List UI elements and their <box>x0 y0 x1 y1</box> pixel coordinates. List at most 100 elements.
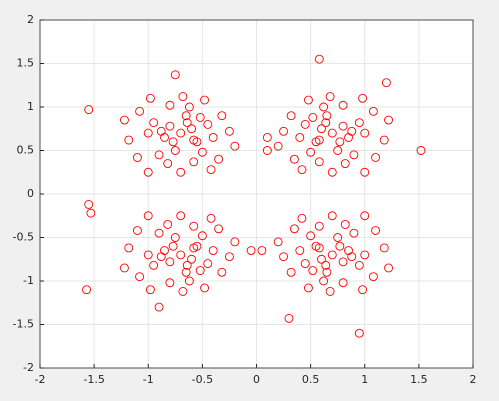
point <box>338 257 348 267</box>
point <box>314 221 324 231</box>
point <box>149 118 159 128</box>
point <box>284 313 294 323</box>
point <box>197 147 207 157</box>
point <box>327 250 337 260</box>
point <box>319 102 329 112</box>
point <box>200 95 209 105</box>
point <box>338 278 348 288</box>
point <box>347 252 357 262</box>
point <box>84 199 94 209</box>
point <box>165 100 175 110</box>
point <box>143 167 153 177</box>
point <box>379 243 389 253</box>
point <box>132 153 142 162</box>
point <box>321 118 331 128</box>
point <box>154 302 164 312</box>
point <box>170 233 180 242</box>
point <box>154 228 164 238</box>
y-tick-label: -1.5 <box>13 318 34 331</box>
point <box>182 260 192 270</box>
point <box>154 150 164 160</box>
point <box>132 226 142 235</box>
point <box>165 257 175 267</box>
point <box>257 246 267 256</box>
point <box>340 159 350 169</box>
point <box>358 285 368 295</box>
point <box>189 221 199 231</box>
y-tick-label: 0 <box>27 187 34 200</box>
point <box>230 237 240 247</box>
x-tick-label: 0 <box>253 373 260 386</box>
point <box>349 150 359 160</box>
point <box>246 246 256 256</box>
point <box>224 252 234 262</box>
y-tick-label: -1 <box>23 274 34 287</box>
point <box>165 278 175 288</box>
point <box>214 154 224 164</box>
x-tick-label: -0.5 <box>192 373 213 386</box>
point <box>206 213 216 223</box>
point <box>203 119 213 129</box>
point <box>189 243 199 253</box>
point <box>338 100 348 110</box>
point <box>189 135 199 145</box>
point <box>314 54 324 64</box>
point <box>335 241 345 251</box>
point <box>187 124 197 134</box>
point <box>349 228 359 238</box>
point <box>165 121 175 131</box>
point <box>184 102 194 112</box>
point <box>195 112 205 122</box>
point <box>286 111 296 121</box>
point <box>143 128 153 138</box>
y-tick-label: 1.5 <box>17 57 35 70</box>
point <box>124 243 134 253</box>
point <box>371 226 381 235</box>
x-tick-label: 2 <box>470 373 477 386</box>
point <box>262 146 272 155</box>
point <box>217 111 227 121</box>
point <box>182 118 192 128</box>
point <box>217 267 227 277</box>
point <box>319 276 329 286</box>
point <box>84 105 94 115</box>
point <box>119 115 129 125</box>
point <box>384 263 394 273</box>
point <box>340 219 350 229</box>
point <box>145 285 155 295</box>
point <box>297 165 307 175</box>
point <box>289 154 299 164</box>
point <box>262 132 272 142</box>
point <box>333 146 343 155</box>
point <box>156 126 166 136</box>
point <box>82 285 91 295</box>
point <box>314 135 324 145</box>
x-tick-label: -1 <box>143 373 154 386</box>
point <box>289 224 299 234</box>
x-tick-label: 1.5 <box>410 373 428 386</box>
point <box>176 250 186 260</box>
point <box>176 211 186 221</box>
point <box>197 231 207 241</box>
point <box>360 211 370 221</box>
point <box>384 115 394 125</box>
point <box>354 118 364 128</box>
point <box>381 78 391 88</box>
point <box>327 211 337 221</box>
point <box>156 252 166 262</box>
point <box>178 92 188 102</box>
y-tick-label: 2 <box>27 13 34 26</box>
x-tick-label: 0.5 <box>302 373 320 386</box>
point <box>187 254 197 264</box>
point <box>304 283 313 293</box>
point <box>206 165 216 175</box>
point <box>143 250 153 260</box>
point <box>286 267 296 277</box>
point <box>321 260 331 270</box>
point <box>368 106 378 116</box>
point <box>314 157 324 167</box>
point <box>208 132 218 142</box>
axes-box <box>39 19 474 369</box>
point <box>317 124 326 134</box>
point <box>168 241 178 251</box>
